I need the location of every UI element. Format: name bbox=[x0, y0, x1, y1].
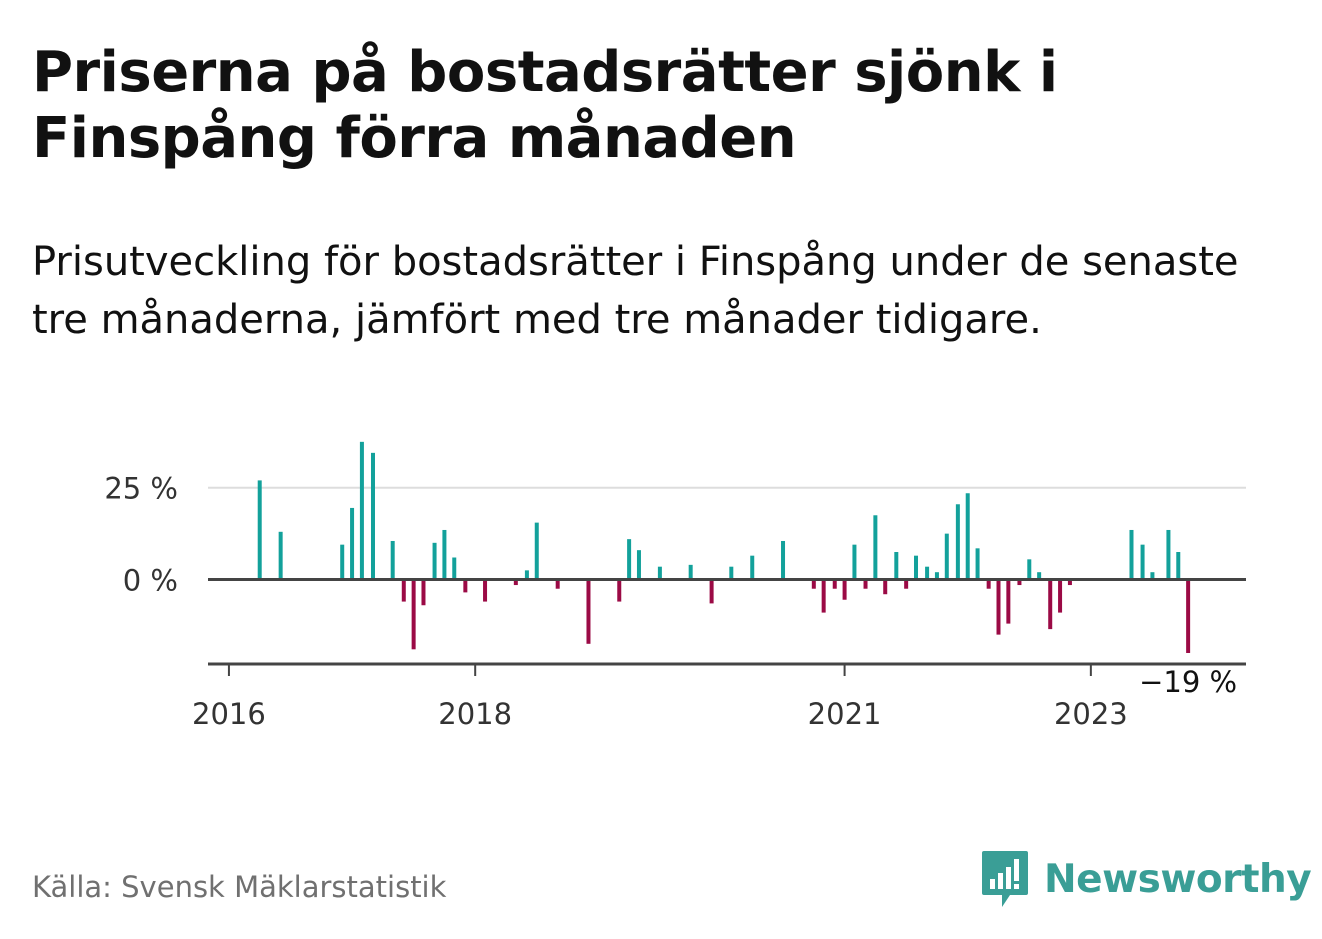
bar bbox=[750, 555, 755, 580]
bar bbox=[1017, 579, 1022, 586]
bar bbox=[832, 579, 837, 589]
bar bbox=[350, 507, 355, 580]
bar bbox=[729, 566, 734, 580]
bar bbox=[781, 540, 786, 580]
bar bbox=[944, 533, 949, 580]
chart-subtitle: Prisutveckling för bostadsrätter i Finsp… bbox=[32, 239, 1239, 343]
bar bbox=[1129, 529, 1134, 580]
bar bbox=[975, 548, 980, 580]
bar bbox=[1058, 579, 1063, 613]
bar bbox=[586, 579, 591, 644]
bar bbox=[401, 579, 406, 602]
bar bbox=[1027, 559, 1032, 580]
bar bbox=[390, 540, 395, 580]
bar bbox=[934, 572, 939, 580]
bar bbox=[894, 552, 899, 580]
bar bbox=[534, 522, 539, 580]
bar-chart: 0 % 25 % 2016 2018 2021 2023 −19 % bbox=[104, 441, 1246, 731]
bar bbox=[863, 579, 868, 589]
bar bbox=[965, 493, 970, 580]
bar bbox=[1150, 572, 1155, 580]
bar bbox=[524, 570, 529, 580]
bar bbox=[411, 579, 416, 650]
bar bbox=[688, 564, 693, 580]
bar bbox=[925, 566, 930, 580]
bar bbox=[914, 555, 919, 580]
bar bbox=[986, 579, 991, 589]
bar bbox=[1176, 552, 1181, 580]
bar bbox=[904, 579, 909, 589]
bar bbox=[617, 579, 622, 602]
bar bbox=[359, 441, 364, 580]
y-tick-label: 0 % bbox=[123, 564, 178, 598]
bar bbox=[811, 579, 816, 589]
bar bbox=[421, 579, 426, 606]
bar bbox=[463, 579, 468, 593]
bar bbox=[1140, 544, 1145, 580]
bar bbox=[442, 529, 447, 580]
chart-title: Priserna på bostadsrätter sjönk i Finspå… bbox=[32, 40, 1058, 171]
bar bbox=[657, 566, 662, 580]
bar bbox=[1186, 579, 1191, 653]
bar bbox=[483, 579, 488, 602]
bar bbox=[1048, 579, 1053, 630]
newsworthy-logo: Newsworthy bbox=[980, 848, 1312, 910]
bar-chart-speech-bubble-icon bbox=[982, 851, 1028, 907]
bar bbox=[555, 579, 560, 589]
bar bbox=[996, 579, 1001, 635]
bar bbox=[709, 579, 714, 604]
bar bbox=[340, 544, 345, 580]
bar bbox=[370, 452, 375, 580]
bar bbox=[257, 480, 262, 580]
bar bbox=[1166, 529, 1171, 580]
bar bbox=[1067, 579, 1072, 586]
bar bbox=[452, 557, 457, 580]
bar bbox=[852, 544, 857, 580]
x-tick-label: 2021 bbox=[808, 697, 882, 731]
y-tick-label: 25 % bbox=[104, 472, 178, 506]
x-tick-label: 2018 bbox=[438, 697, 512, 731]
bar bbox=[432, 542, 437, 580]
bar bbox=[842, 579, 847, 600]
bar bbox=[627, 539, 632, 580]
source-note: Källa: Svensk Mäklarstatistik bbox=[32, 870, 447, 904]
bar bbox=[821, 579, 826, 613]
bar bbox=[278, 531, 283, 580]
logo-text: Newsworthy bbox=[1044, 856, 1312, 902]
bar bbox=[513, 579, 518, 586]
bar bbox=[1006, 579, 1011, 624]
bar bbox=[1037, 572, 1042, 580]
bar bbox=[873, 515, 878, 580]
bar bbox=[955, 504, 960, 580]
x-tick-label: 2023 bbox=[1054, 697, 1128, 731]
value-annotation: −19 % bbox=[1139, 665, 1237, 699]
x-tick-label: 2016 bbox=[192, 697, 266, 731]
bar bbox=[636, 550, 641, 580]
bar bbox=[883, 579, 888, 595]
